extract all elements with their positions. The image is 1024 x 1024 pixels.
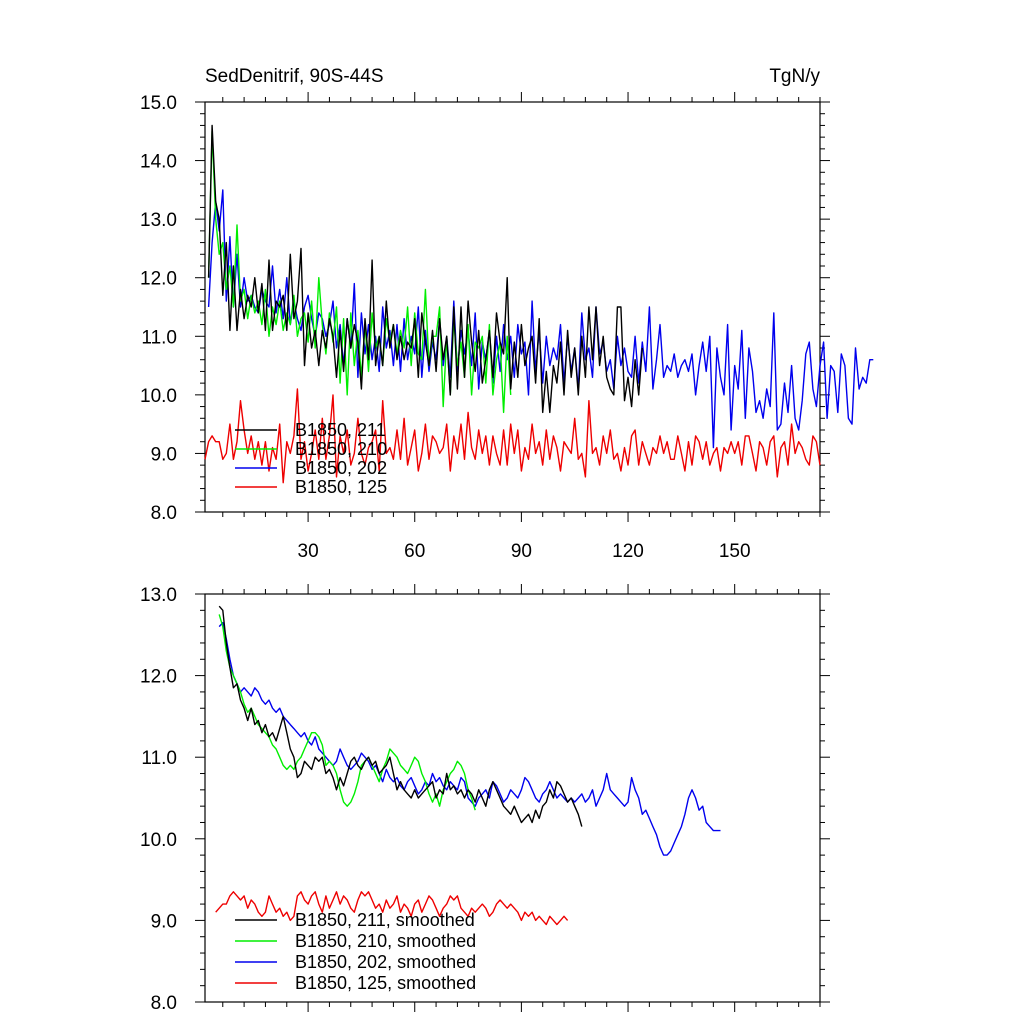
plot-frame (204, 101, 821, 513)
x-tick-label: 120 (612, 541, 644, 562)
x-tick-label: 30 (298, 541, 319, 562)
y-tick-label: 11.0 (141, 327, 177, 348)
y-tick-label: 11.0 (141, 748, 177, 769)
legend-label: B1850, 202, smoothed (295, 952, 476, 972)
y-tick-label: 12.0 (140, 667, 177, 688)
series-line (218, 605, 583, 827)
legend-label: B1850, 210 (295, 439, 387, 459)
legend-label: B1850, 125, smoothed (295, 973, 476, 993)
y-tick-label: 13.0 (140, 210, 177, 231)
y-tick-label: 10.0 (140, 386, 177, 407)
legend-label: B1850, 211, smoothed (295, 910, 475, 930)
series-line (204, 388, 821, 484)
legend-label: B1850, 211 (295, 420, 386, 440)
y-tick-label: 9.0 (151, 444, 177, 465)
series-line (218, 621, 721, 856)
y-tick-label: 9.0 (151, 911, 177, 932)
x-tick-label: 150 (719, 541, 751, 562)
top-panel: 8.0 9.0 10.0 11.0 12.0 13.0 14.0 15.0 30 60 90 120 1… (140, 66, 874, 562)
units-label: TgN/y (769, 66, 820, 87)
x-tick-label: 60 (404, 541, 425, 562)
legend-label: B1850, 210, smoothed (295, 931, 476, 951)
plot-frame (204, 593, 821, 1003)
y-tick-label: 13.0 (140, 585, 177, 606)
y-tick-label: 10.0 (140, 830, 177, 851)
y-tick-label: 15.0 (140, 93, 177, 114)
bottom-panel: 8.0 9.0 10.0 11.0 12.0 13.0 B1850, 211, smooth… (140, 584, 830, 1014)
series-line (215, 891, 569, 926)
y-tick-label: 14.0 (140, 152, 177, 173)
y-tick-label: 8.0 (151, 993, 177, 1014)
legend-label: B1850, 125 (295, 477, 387, 497)
x-tick-label: 90 (511, 541, 532, 562)
series-line (218, 614, 476, 811)
legend-label: B1850, 202 (295, 458, 387, 478)
y-tick-label: 12.0 (140, 269, 177, 290)
y-tick-label: 8.0 (151, 503, 177, 524)
series-line (207, 124, 643, 414)
chart-title: SedDenitrif, 90S-44S (205, 66, 384, 87)
